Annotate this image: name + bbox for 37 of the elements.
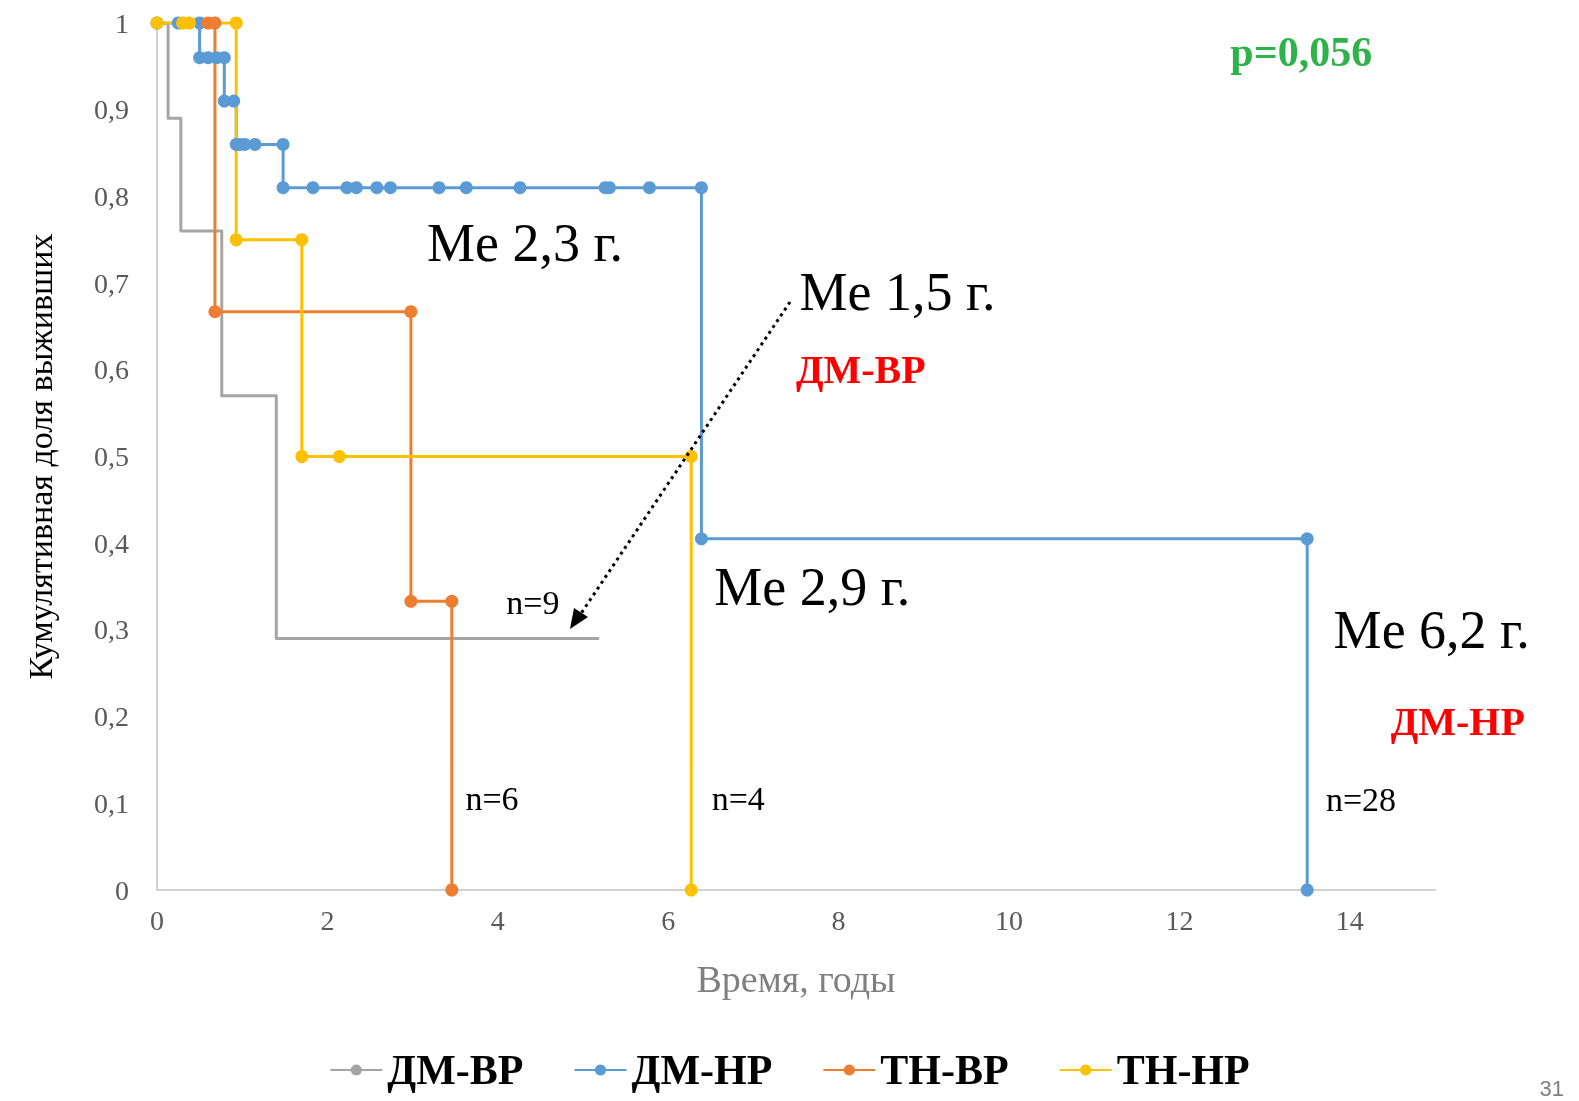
y-tick-label: 0,1 bbox=[94, 787, 129, 819]
legend-label: ТН-НР bbox=[1116, 1047, 1250, 1093]
annotation: Me 2,3 г. bbox=[427, 213, 624, 274]
annotation: n=4 bbox=[711, 779, 765, 817]
x-tick-label: 12 bbox=[1165, 904, 1194, 936]
annotation: Me 6,2 г. bbox=[1333, 599, 1530, 660]
annotation: p=0,056 bbox=[1230, 28, 1373, 75]
y-tick-label: 0,5 bbox=[94, 441, 129, 472]
y-tick-label: 0,7 bbox=[94, 267, 129, 299]
annotation: ДМ-ВР bbox=[796, 347, 926, 393]
y-tick-label: 0,9 bbox=[94, 94, 129, 126]
legend-label: ДМ-ВР bbox=[387, 1047, 524, 1093]
x-tick-label: 10 bbox=[995, 904, 1023, 936]
x-tick-label: 14 bbox=[1335, 904, 1364, 936]
x-tick-label: 8 bbox=[831, 904, 846, 936]
y-tick-label: 0,2 bbox=[94, 701, 129, 733]
annotation: ДМ-НР bbox=[1390, 699, 1525, 745]
x-tick-label: 2 bbox=[320, 904, 335, 936]
annotation: n=28 bbox=[1325, 781, 1397, 819]
text: 31 bbox=[1539, 1075, 1565, 1101]
y-tick-label: 1 bbox=[115, 7, 129, 39]
annotation: n=6 bbox=[465, 779, 519, 817]
legend-label: ТН-ВР bbox=[880, 1047, 1009, 1093]
annotation: Me 2,9 г. bbox=[714, 556, 911, 617]
x-axis-title: Время, годы bbox=[696, 958, 896, 1000]
x-tick-label: 4 bbox=[490, 904, 505, 936]
y-axis-title: Кумулятивная доля выживших bbox=[21, 233, 59, 680]
y-tick-label: 0,6 bbox=[94, 354, 129, 386]
y-tick-label: 0,4 bbox=[94, 527, 129, 559]
legend-label: ДМ-НР bbox=[631, 1047, 773, 1093]
x-tick-label: 0 bbox=[150, 904, 164, 936]
y-tick-label: 0,8 bbox=[94, 180, 129, 212]
x-tick-label: 6 bbox=[661, 904, 676, 936]
annotation: Me 1,5 г. bbox=[799, 261, 996, 322]
y-tick-label: 0,3 bbox=[94, 614, 129, 646]
y-tick-label: 0 bbox=[115, 874, 129, 906]
annotation: n=9 bbox=[506, 583, 560, 621]
